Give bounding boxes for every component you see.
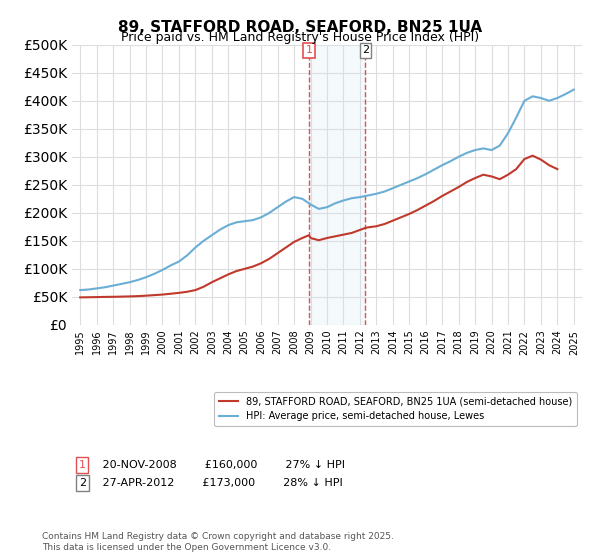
Text: Price paid vs. HM Land Registry's House Price Index (HPI): Price paid vs. HM Land Registry's House … bbox=[121, 31, 479, 44]
Text: 2: 2 bbox=[362, 45, 369, 55]
Bar bbox=[309, 45, 365, 325]
Legend: 89, STAFFORD ROAD, SEAFORD, BN25 1UA (semi-detached house), HPI: Average price, : 89, STAFFORD ROAD, SEAFORD, BN25 1UA (se… bbox=[214, 392, 577, 426]
Text: 2: 2 bbox=[79, 478, 86, 488]
Text: 1: 1 bbox=[79, 460, 86, 470]
Text: 20-NOV-2008        £160,000        27% ↓ HPI: 20-NOV-2008 £160,000 27% ↓ HPI bbox=[92, 460, 346, 470]
Text: Contains HM Land Registry data © Crown copyright and database right 2025.
This d: Contains HM Land Registry data © Crown c… bbox=[42, 532, 394, 552]
Text: 1: 1 bbox=[305, 45, 313, 55]
Text: 27-APR-2012        £173,000        28% ↓ HPI: 27-APR-2012 £173,000 28% ↓ HPI bbox=[92, 478, 343, 488]
Text: 89, STAFFORD ROAD, SEAFORD, BN25 1UA: 89, STAFFORD ROAD, SEAFORD, BN25 1UA bbox=[118, 20, 482, 35]
